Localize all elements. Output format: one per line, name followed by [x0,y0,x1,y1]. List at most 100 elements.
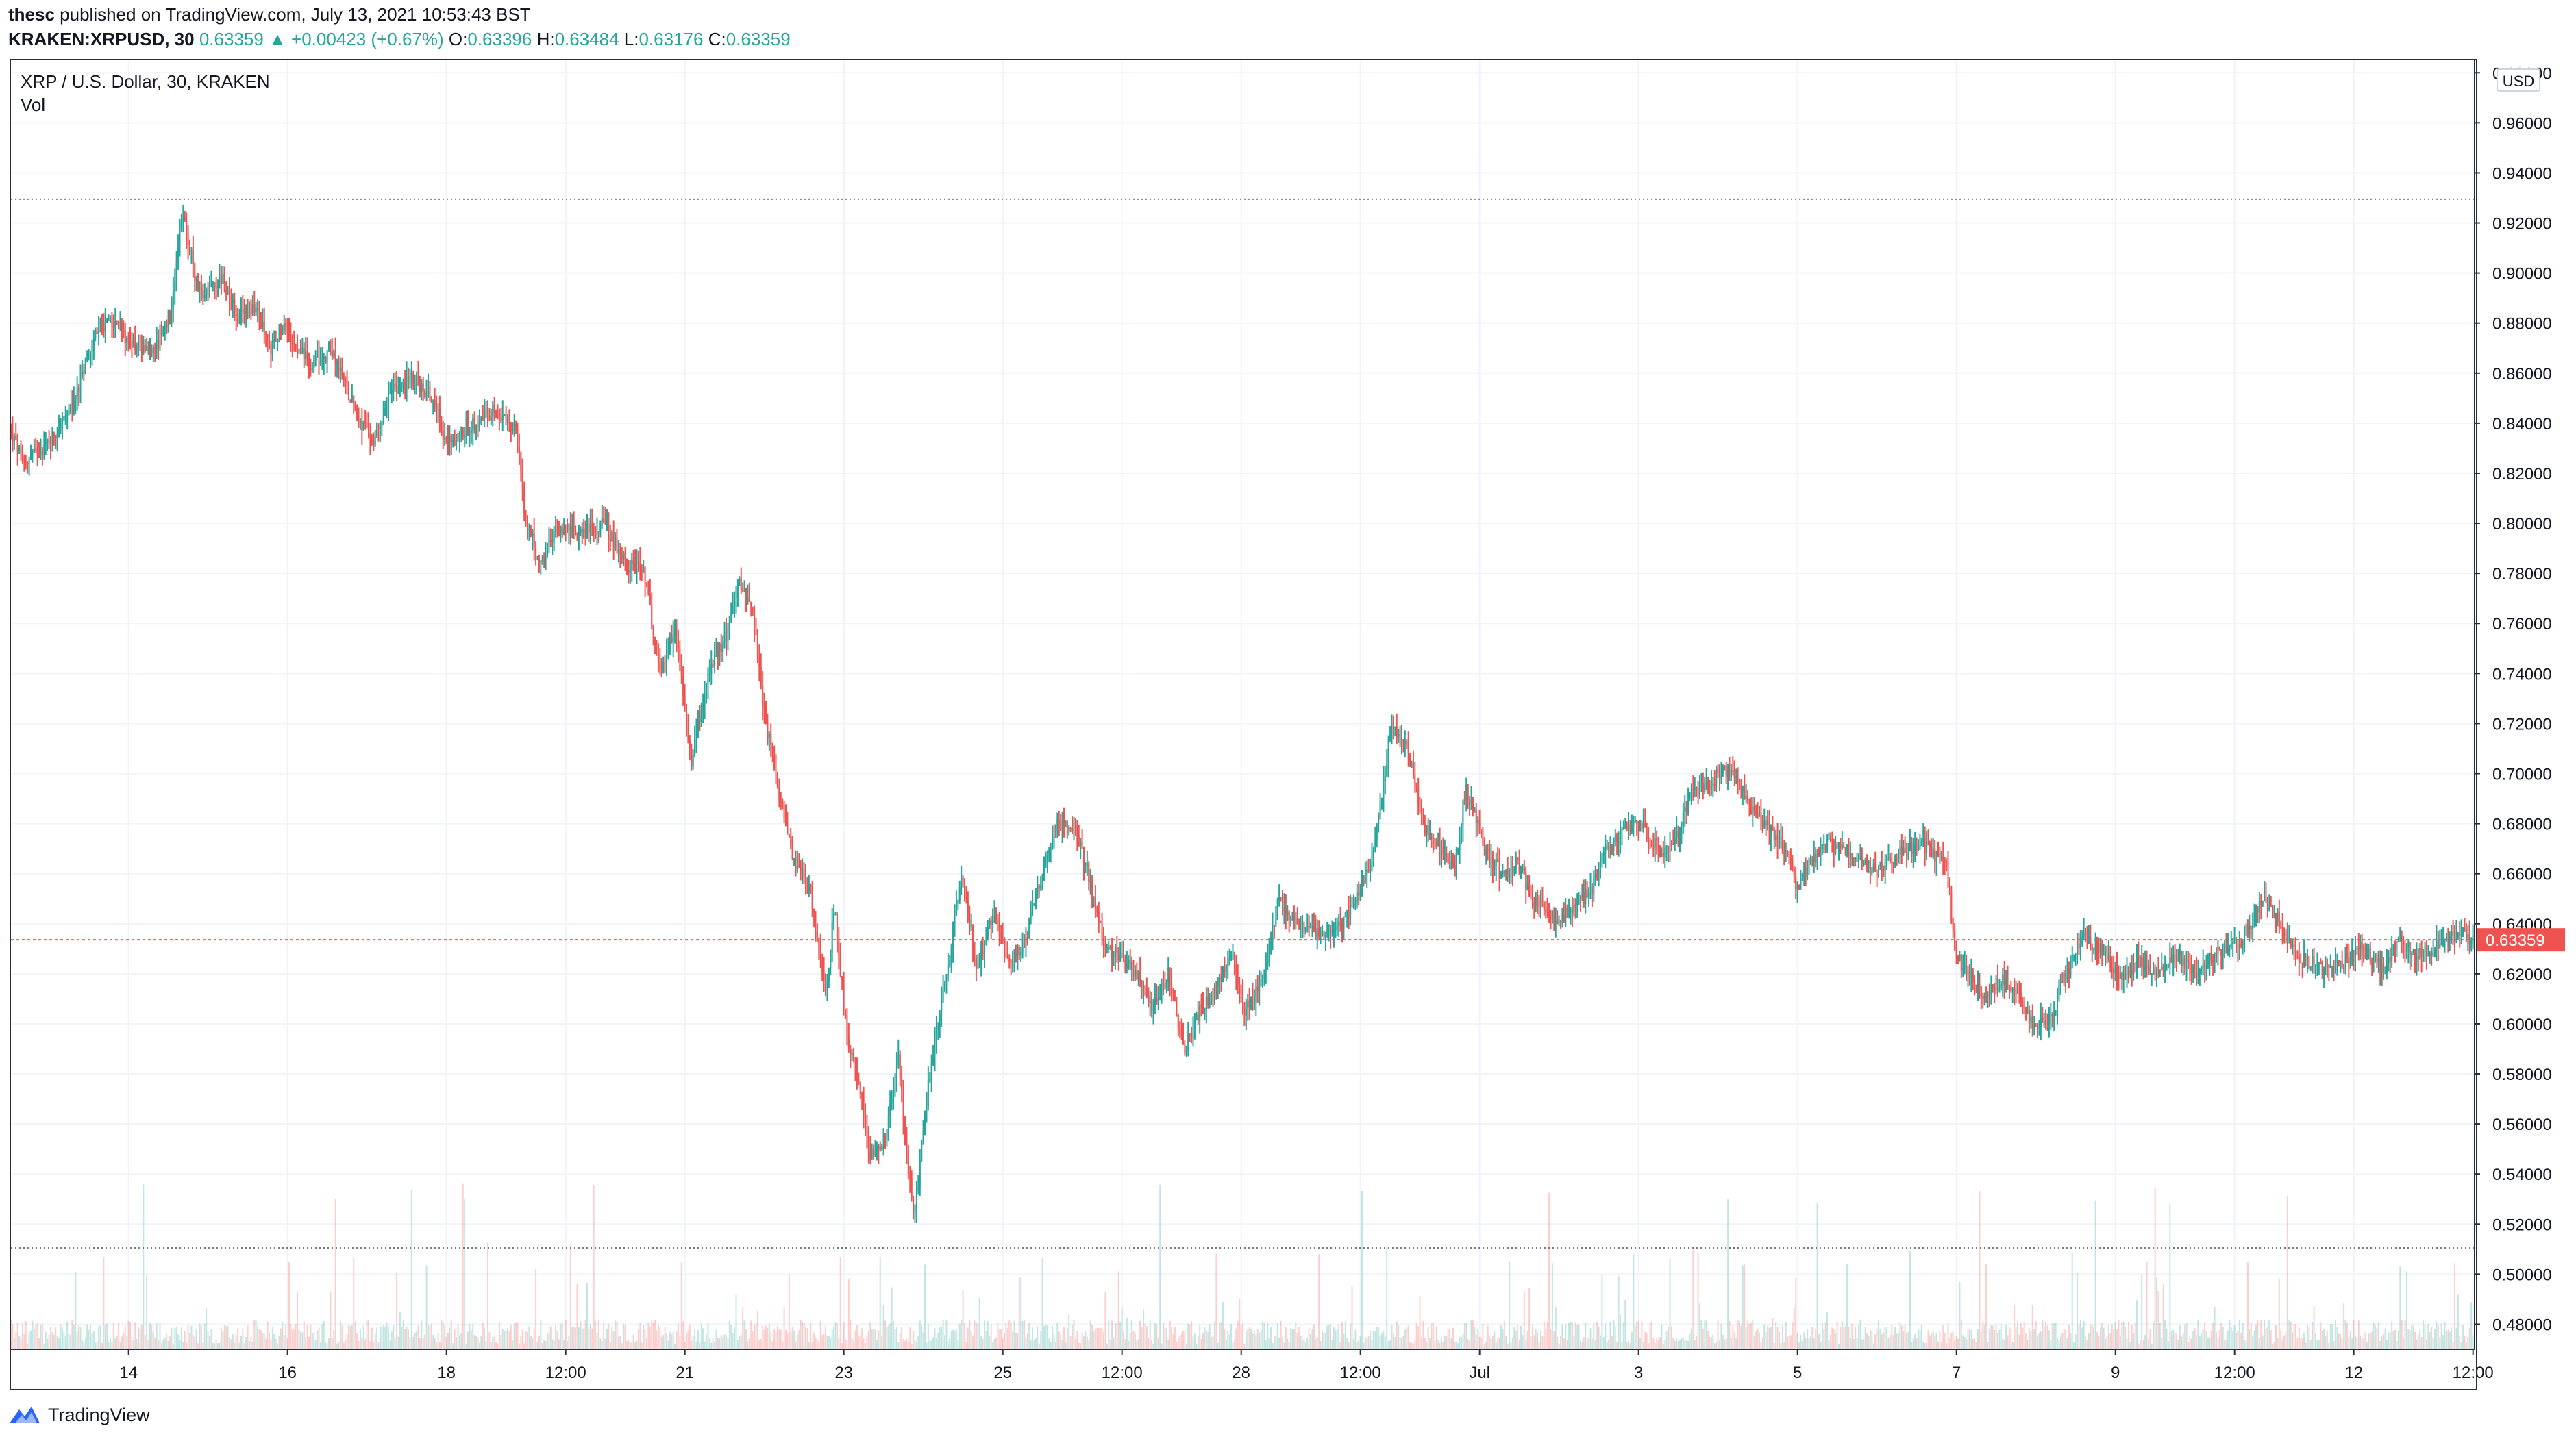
volume-bar [2309,1339,2312,1349]
volume-bar [1304,1341,1306,1349]
volume-bar [1662,1343,1664,1349]
candle-body [682,675,684,696]
candle-body [1591,886,1593,894]
volume-bar [639,1323,641,1349]
candle-body [552,542,554,544]
volume-bar [480,1336,482,1349]
volume-bar [586,1283,588,1349]
volume-bar [1109,1339,1111,1349]
volume-bar [2338,1333,2340,1349]
candle-body [1222,970,1224,981]
candle-body [78,387,80,393]
volume-bar [1465,1323,1467,1349]
volume-bar [2316,1339,2318,1349]
candle-body [1551,911,1553,920]
volume-bar [2250,1323,2252,1349]
volume-bar [45,1331,47,1349]
series-title[interactable]: XRP / U.S. Dollar, 30, KRAKEN [21,71,270,92]
symbol-name[interactable]: KRAKEN:XRPUSD, 30 [8,29,195,49]
candle-body [944,981,945,990]
volume-bar [1520,1325,1522,1349]
volume-bar [1725,1338,1727,1349]
candle-body [1713,784,1716,786]
candle-body [1348,910,1350,918]
author-name[interactable]: thesc [8,4,55,25]
volume-bar [1012,1331,1014,1349]
volume-bar [1740,1325,1742,1349]
volume-bar [303,1321,305,1349]
candle-body [1681,827,1683,834]
candle-body [1040,885,1042,889]
volume-bar [1992,1325,1994,1349]
volume-label[interactable]: Vol [21,95,46,115]
candle-body [2008,985,2010,988]
volume-bar [1273,1336,1275,1349]
candle-body [790,836,792,847]
volume-bar [1537,1332,1539,1349]
candle-body [174,280,176,292]
volume-bar [382,1325,384,1349]
candle-body [2122,973,2125,981]
candle-body [127,338,129,340]
candle-body [708,673,710,675]
candle-body [1256,986,1259,991]
volume-bar [212,1342,214,1349]
volume-bar [561,1323,563,1349]
volume-bar [1179,1336,1181,1349]
volume-bar [790,1331,792,1349]
candle-body [1005,953,1007,956]
volume-bar [1406,1327,1408,1349]
volume-bar [2373,1323,2375,1349]
candle-body [810,884,812,892]
candle-body [1605,847,1607,853]
volume-bar [171,1327,173,1349]
candle-body [893,1088,895,1097]
candle-body [1199,1005,1201,1021]
candle-body [1437,841,1439,846]
volume-bar [1008,1320,1011,1349]
candle-body [568,525,570,532]
high-value: 0.63484 [554,29,619,49]
volume-bar [1256,1329,1259,1349]
current-price-badge [2476,928,2565,952]
candle-body [549,540,552,542]
candle-body [2167,965,2169,967]
candle-body [1275,920,1277,926]
candle-body [2268,905,2270,911]
candle-body [707,674,709,685]
volume-bar [1588,1338,1590,1349]
volume-bar [2290,1321,2292,1349]
candle-body [2262,900,2264,905]
volume-bar [1422,1320,1424,1349]
candle-body [1772,827,1774,829]
volume-bar [1605,1323,1607,1349]
volume-bar [1568,1322,1570,1349]
candle-body [1781,837,1783,853]
volume-bar [1361,1190,1363,1349]
candle-body [728,616,730,629]
volume-bar [2423,1320,2425,1349]
volume-bar [465,1343,467,1349]
candle-body [767,720,769,738]
volume-bar [692,1336,694,1349]
brand-name[interactable]: TradingView [48,1404,150,1425]
publish-header: thesc published on TradingView.com, July… [8,4,531,27]
candle-body [1696,787,1698,789]
candle-body [565,529,567,531]
candle-body [771,744,773,755]
volume-bar [103,1257,105,1349]
currency-unit-label[interactable]: USD [2497,68,2540,92]
candle-body [1652,847,1655,849]
volume-bar [1616,1342,1618,1349]
volume-bar [1074,1338,1076,1349]
candle-body [937,1027,939,1029]
candle-body [318,354,320,363]
volume-bar [1419,1296,1421,1349]
candle-body [1180,1033,1182,1036]
tradingview-logo-icon[interactable] [8,1404,41,1426]
x-tick-label: Jul [1469,1364,1490,1382]
candle-body [1185,1050,1187,1053]
volume-bar [2308,1327,2310,1349]
candle-body [43,444,45,455]
